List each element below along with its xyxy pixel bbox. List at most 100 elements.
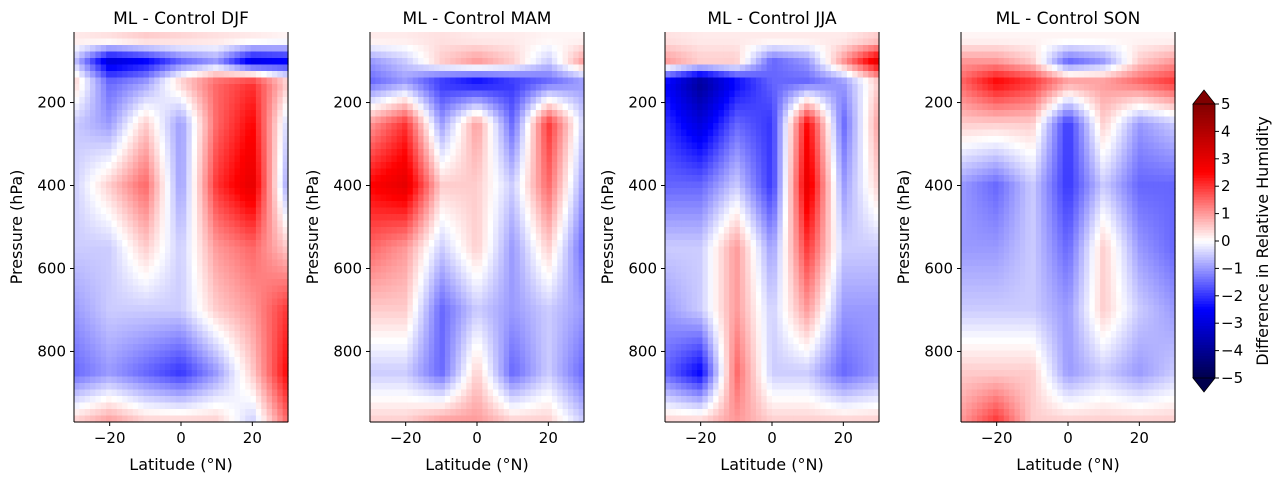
heatmap-cell bbox=[143, 259, 150, 267]
heatmap-cell bbox=[143, 136, 150, 144]
heatmap-cell bbox=[261, 292, 268, 300]
heatmap-cell bbox=[535, 149, 542, 157]
heatmap-cell bbox=[213, 402, 220, 410]
heatmap-cell bbox=[266, 168, 273, 176]
heatmap-cell bbox=[729, 51, 736, 59]
heatmap-cell bbox=[407, 188, 414, 196]
heatmap-cell bbox=[234, 129, 241, 137]
heatmap-cell bbox=[573, 344, 580, 352]
heatmap-cell bbox=[380, 344, 387, 352]
heatmap-cell bbox=[477, 188, 483, 196]
heatmap-cell bbox=[798, 45, 805, 53]
heatmap-cell bbox=[250, 259, 257, 267]
heatmap-cell bbox=[396, 272, 403, 280]
heatmap-cell bbox=[402, 103, 409, 111]
heatmap-cell bbox=[148, 90, 155, 98]
heatmap-cell bbox=[170, 162, 177, 170]
heatmap-cell bbox=[266, 350, 273, 358]
heatmap-cell bbox=[407, 84, 414, 92]
heatmap-cell bbox=[460, 38, 467, 46]
heatmap-cell bbox=[207, 363, 214, 371]
heatmap-cell bbox=[116, 376, 123, 384]
heatmap-cell bbox=[202, 324, 209, 332]
heatmap-cell bbox=[519, 38, 526, 46]
heatmap-cell bbox=[514, 181, 521, 189]
heatmap-cell bbox=[116, 110, 123, 118]
heatmap-cell bbox=[567, 71, 574, 79]
heatmap-cell bbox=[127, 324, 134, 332]
heatmap-cell bbox=[541, 45, 548, 53]
heatmap-cell bbox=[250, 266, 257, 274]
heatmap-cell bbox=[143, 207, 150, 215]
heatmap-cell bbox=[466, 103, 473, 111]
heatmap-cell bbox=[106, 272, 113, 280]
heatmap-cell bbox=[434, 71, 441, 79]
heatmap-cell bbox=[567, 149, 574, 157]
heatmap-cell bbox=[428, 357, 435, 365]
heatmap-cell bbox=[191, 227, 198, 235]
heatmap-cell bbox=[111, 350, 118, 358]
heatmap-cell bbox=[213, 188, 220, 196]
heatmap-cell bbox=[277, 142, 284, 150]
heatmap-cell bbox=[277, 324, 284, 332]
heatmap-cell bbox=[197, 370, 203, 378]
heatmap-cell bbox=[825, 45, 832, 53]
heatmap-cell bbox=[282, 272, 289, 280]
heatmap-cell bbox=[245, 181, 252, 189]
heatmap-cell bbox=[407, 357, 414, 365]
heatmap-cell bbox=[428, 201, 435, 209]
heatmap-cell bbox=[106, 129, 113, 137]
heatmap-cell bbox=[535, 324, 542, 332]
heatmap-cell bbox=[573, 32, 580, 40]
heatmap-cell bbox=[498, 292, 505, 300]
heatmap-cell bbox=[79, 162, 86, 170]
heatmap-cell bbox=[530, 233, 537, 241]
heatmap-cell bbox=[460, 376, 467, 384]
heatmap-cell bbox=[261, 149, 268, 157]
heatmap-cell bbox=[439, 220, 446, 228]
heatmap-cell bbox=[122, 233, 129, 241]
heatmap-cell bbox=[218, 45, 225, 53]
heatmap-cell bbox=[509, 389, 516, 397]
heatmap-cell bbox=[100, 116, 107, 124]
heatmap-cell bbox=[487, 71, 494, 79]
heatmap-cell bbox=[266, 389, 273, 397]
heatmap-cell bbox=[788, 38, 794, 46]
heatmap-cell bbox=[122, 383, 129, 391]
heatmap-cell bbox=[551, 318, 558, 326]
heatmap-cell bbox=[471, 246, 478, 254]
heatmap-cell bbox=[557, 383, 564, 391]
heatmap-cell bbox=[255, 123, 262, 131]
heatmap-cell bbox=[84, 103, 91, 111]
heatmap-cell bbox=[181, 175, 187, 183]
heatmap-cell bbox=[207, 77, 214, 85]
heatmap-cell bbox=[197, 77, 203, 85]
heatmap-cell bbox=[514, 337, 521, 345]
heatmap-cell bbox=[578, 285, 585, 293]
heatmap-cell bbox=[175, 149, 182, 157]
heatmap-cell bbox=[509, 116, 516, 124]
heatmap-cell bbox=[573, 123, 580, 131]
heatmap-cell bbox=[418, 363, 425, 371]
heatmap-cell bbox=[223, 45, 230, 53]
heatmap-cell bbox=[380, 285, 387, 293]
heatmap-cell bbox=[159, 162, 166, 170]
heatmap-cell bbox=[191, 110, 198, 118]
heatmap-cell bbox=[122, 337, 129, 345]
heatmap-cell bbox=[106, 383, 113, 391]
heatmap-cell bbox=[514, 292, 521, 300]
heatmap-cell bbox=[213, 272, 220, 280]
heatmap-cell bbox=[519, 123, 526, 131]
heatmap-cell bbox=[428, 142, 435, 150]
heatmap-cell bbox=[197, 71, 203, 79]
heatmap-cell bbox=[551, 305, 558, 313]
heatmap-cell bbox=[218, 344, 225, 352]
heatmap-cell bbox=[407, 402, 414, 410]
heatmap-cell bbox=[444, 376, 451, 384]
heatmap-cell bbox=[460, 97, 467, 105]
heatmap-cell bbox=[498, 246, 505, 254]
heatmap-cell bbox=[255, 344, 262, 352]
heatmap-cell bbox=[477, 214, 483, 222]
heatmap-cell bbox=[239, 396, 246, 404]
heatmap-cell bbox=[111, 266, 118, 274]
